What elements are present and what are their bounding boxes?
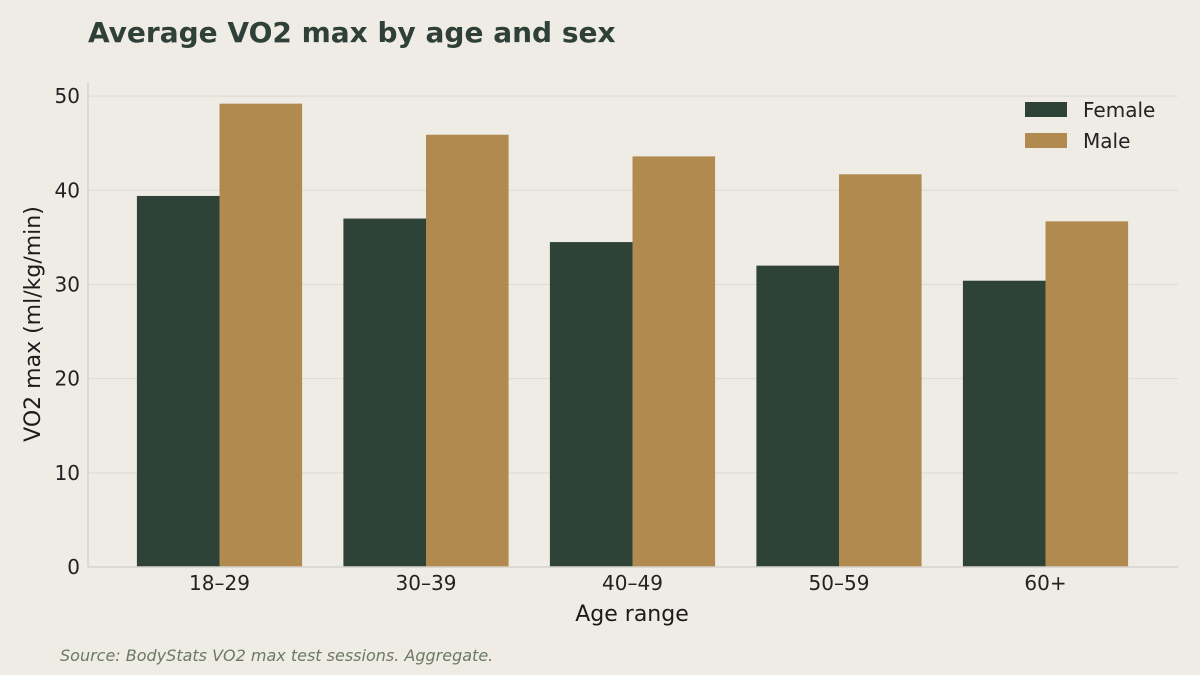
chart-title: Average VO2 max by age and sex xyxy=(88,16,616,49)
x-tick-label: 30–39 xyxy=(396,571,457,595)
y-tick-label: 0 xyxy=(67,555,80,579)
legend-swatch-male xyxy=(1025,133,1067,148)
y-axis-label: VO2 max (ml/kg/min) xyxy=(21,206,46,442)
x-tick-label: 40–49 xyxy=(602,571,663,595)
bar-male-4 xyxy=(1045,221,1129,567)
bar-female-4 xyxy=(962,280,1046,567)
bar-female-2 xyxy=(549,242,633,567)
y-tick-label: 10 xyxy=(55,461,80,485)
y-tick-label: 40 xyxy=(55,178,80,202)
bar-female-3 xyxy=(756,265,839,567)
bar-male-1 xyxy=(426,134,509,568)
legend-swatch-female xyxy=(1025,102,1067,117)
bar-female-0 xyxy=(136,195,220,567)
x-axis-label: Age range xyxy=(575,602,689,627)
legend: Female Male xyxy=(1025,98,1155,153)
bars xyxy=(136,103,1129,568)
axes xyxy=(87,82,1178,568)
bar-male-0 xyxy=(219,103,303,568)
y-tick-labels: 0 10 20 30 40 50 xyxy=(55,84,80,579)
x-tick-label: 60+ xyxy=(1024,571,1066,595)
bar-male-3 xyxy=(839,174,922,567)
bar-male-2 xyxy=(632,156,716,567)
y-tick-label: 50 xyxy=(55,84,80,108)
legend-label-female: Female xyxy=(1083,98,1155,122)
y-tick-label: 30 xyxy=(55,272,80,296)
x-tick-label: 50–59 xyxy=(809,571,870,595)
x-tick-label: 18–29 xyxy=(189,571,250,595)
x-tick-labels: 18–29 30–39 40–49 50–59 60+ xyxy=(189,571,1067,595)
source-note: Source: BodyStats VO2 max test sessions.… xyxy=(60,646,494,665)
bar-female-1 xyxy=(343,218,426,567)
legend-label-male: Male xyxy=(1083,129,1130,153)
y-tick-label: 20 xyxy=(55,367,80,391)
